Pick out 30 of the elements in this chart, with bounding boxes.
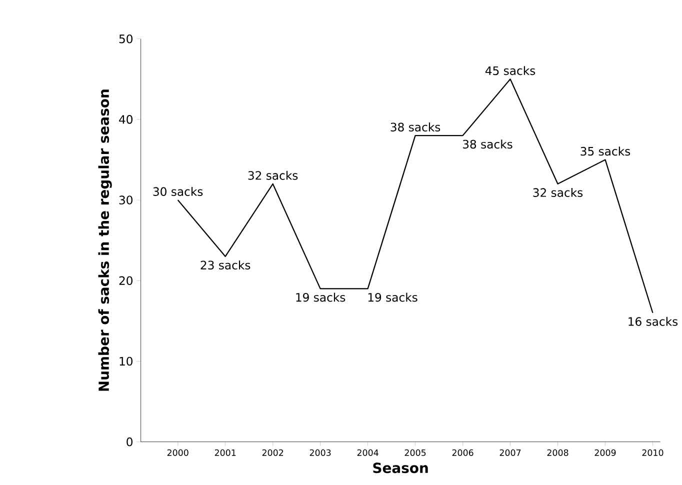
y-tick-label: 10	[120, 357, 132, 366]
data-label: 35 sacks	[580, 146, 630, 156]
x-tick-label: 2001	[214, 450, 236, 456]
data-label: 19 sacks	[368, 292, 418, 302]
x-tick-label: 2003	[310, 450, 331, 456]
x-tick-label: 2000	[167, 450, 188, 456]
x-tick-label: 2006	[452, 450, 474, 456]
data-label: 38 sacks	[390, 122, 440, 132]
y-tick-label: 40	[119, 115, 132, 124]
y-axis-title: Number of sacks in the regular season	[98, 90, 112, 392]
data-label: 45 sacks	[485, 66, 536, 76]
data-label: 23 sacks	[200, 260, 250, 270]
y-tick-label: 30	[119, 196, 132, 205]
x-tick-label: 2004	[357, 450, 378, 456]
x-tick-label: 2002	[262, 450, 284, 456]
y-tick-label: 0	[126, 438, 132, 446]
data-label: 38 sacks	[462, 140, 512, 149]
x-tick-label: 2010	[642, 450, 664, 456]
y-tick-label: 20	[119, 276, 132, 286]
x-axis-title: Season	[373, 462, 428, 474]
data-label: 32 sacks	[533, 188, 583, 198]
x-tick-label: 2005	[404, 450, 426, 456]
x-tick-label: 2007	[500, 450, 521, 456]
x-tick-label: 2008	[547, 450, 568, 456]
y-tick-label: 50	[119, 34, 132, 44]
data-label: 16 sacks	[628, 317, 678, 326]
x-tick-label: 2009	[594, 450, 616, 456]
data-label: 32 sacks	[248, 171, 298, 180]
data-label: 19 sacks	[296, 292, 346, 302]
data-label: 30 sacks	[153, 187, 203, 196]
